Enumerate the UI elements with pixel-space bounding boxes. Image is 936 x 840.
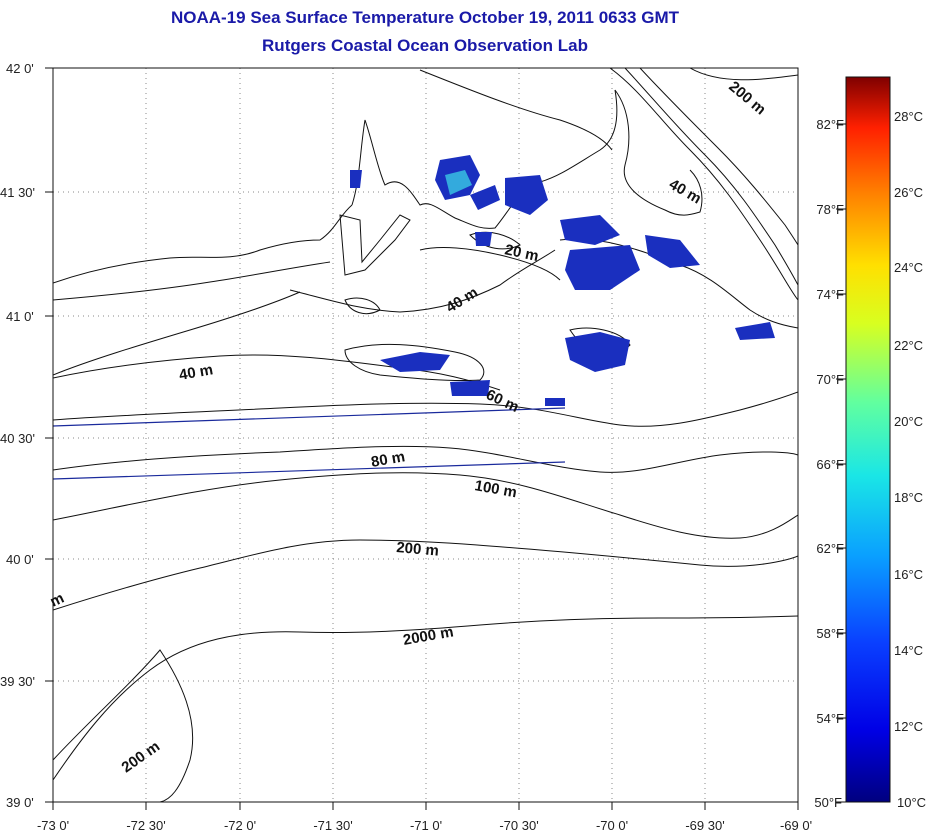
transect-lines	[52, 407, 566, 480]
sst-patch	[565, 245, 640, 290]
contour-label-40m-mid: 40 m	[443, 284, 481, 317]
lon-label: -72 0'	[224, 818, 256, 833]
contour-label-40m-ne: 40 m	[666, 176, 704, 208]
lon-label: -70 0'	[596, 818, 628, 833]
contour-label-100m: 100 m	[473, 477, 518, 501]
cape-cod	[614, 89, 703, 216]
nantucket-shoals	[559, 238, 798, 329]
contour-100m	[53, 472, 798, 539]
fahrenheit-label: 74°F	[816, 287, 844, 302]
sst-colorbar	[845, 76, 891, 803]
contour-shelf-ne-2	[639, 68, 798, 246]
contour-label-m-edge: m	[48, 590, 67, 611]
graticule-grid	[53, 68, 798, 802]
sst-patch	[380, 352, 450, 372]
celsius-label: 26°C	[894, 185, 923, 200]
celsius-label: 14°C	[894, 643, 923, 658]
fahrenheit-label: 58°F	[816, 626, 844, 641]
sst-data-patches	[350, 155, 775, 406]
axis-ticks	[45, 67, 799, 810]
fahrenheit-label: 50°F	[814, 795, 842, 810]
contour-200m	[53, 539, 798, 611]
lat-label: 40 30'	[0, 431, 35, 446]
contour-shelf-ne-1	[624, 68, 798, 286]
sst-patch	[470, 185, 500, 210]
sst-patch	[560, 215, 620, 245]
contour-60m	[53, 391, 798, 427]
fahrenheit-label: 62°F	[816, 541, 844, 556]
sst-patch	[545, 398, 565, 406]
lon-label: -72 30'	[126, 818, 165, 833]
lon-label: -69 0'	[780, 818, 812, 833]
celsius-label: 16°C	[894, 567, 923, 582]
sst-patch	[565, 332, 630, 372]
sst-patch	[445, 170, 472, 195]
contour-200m-lower	[53, 649, 194, 802]
contour-label-200m-sw: 200 m	[119, 738, 164, 776]
fahrenheit-label: 78°F	[816, 202, 844, 217]
celsius-label: 12°C	[894, 719, 923, 734]
contour-40m-south	[53, 354, 501, 391]
fahrenheit-label: 54°F	[816, 711, 844, 726]
map-subtitle: Rutgers Coastal Ocean Observation Lab	[262, 36, 588, 55]
map-title: NOAA-19 Sea Surface Temperature October …	[170, 8, 680, 27]
lon-label: -69 30'	[685, 818, 724, 833]
contour-gulf-of-maine	[689, 68, 798, 81]
lon-label: -70 30'	[499, 818, 538, 833]
coast-new-england	[351, 89, 618, 229]
celsius-label: 20°C	[894, 414, 923, 429]
montauk-outline	[344, 343, 485, 382]
celsius-label: 24°C	[894, 260, 923, 275]
lon-label: -71 0'	[410, 818, 442, 833]
sst-patch	[350, 170, 362, 188]
narragansett-bay	[339, 214, 411, 276]
contour-label-80m: 80 m	[370, 448, 407, 471]
celsius-label: 10°C	[897, 795, 926, 810]
contour-200m-northeast	[609, 68, 798, 301]
contour-label-40m-west: 40 m	[178, 361, 215, 384]
contour-label-60m: 60 m	[483, 386, 521, 416]
fahrenheit-ticks	[836, 123, 846, 803]
contour-40m-north	[289, 249, 556, 313]
sst-patch	[450, 380, 490, 396]
lat-label: 40 0'	[6, 552, 34, 567]
lat-label: 39 30'	[0, 674, 35, 689]
contour-2000m	[53, 615, 798, 781]
lon-label: -71 30'	[313, 818, 352, 833]
sst-patch	[645, 235, 700, 268]
lat-label: 42 0'	[6, 61, 34, 76]
contour-80m	[53, 445, 798, 473]
lat-label: 41 30'	[0, 185, 35, 200]
sst-patch	[735, 322, 775, 340]
celsius-label: 22°C	[894, 338, 923, 353]
contour-20m	[419, 247, 561, 281]
block-island	[344, 297, 381, 315]
contour-label-20m: 20 m	[503, 241, 540, 265]
contour-inner-shelf	[419, 69, 613, 151]
fahrenheit-label: 66°F	[816, 457, 844, 472]
celsius-label: 18°C	[894, 490, 923, 505]
fahrenheit-label: 82°F	[816, 117, 844, 132]
contour-label-200m-ne: 200 m	[725, 78, 769, 118]
long-island-coastline	[53, 204, 353, 301]
coast-south-shore	[53, 291, 301, 376]
lon-label: -73 0'	[37, 818, 69, 833]
lat-label: 39 0'	[6, 795, 34, 810]
sst-patch	[505, 175, 548, 215]
lat-label: 41 0'	[6, 309, 34, 324]
sst-patch	[475, 232, 492, 246]
celsius-label: 28°C	[894, 109, 923, 124]
contour-label-200m: 200 m	[396, 539, 440, 560]
fahrenheit-label: 70°F	[816, 372, 844, 387]
contour-label-2000m: 2000 m	[402, 623, 455, 649]
